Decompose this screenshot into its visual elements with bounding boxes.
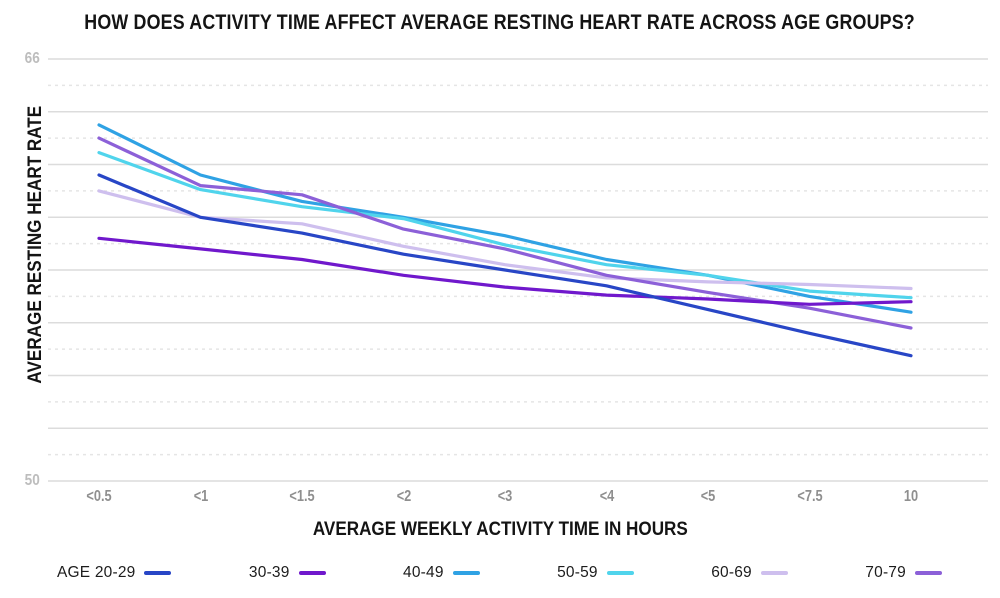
- legend-swatch: [760, 571, 788, 575]
- x-axis-title: AVERAGE WEEKLY ACTIVITY TIME IN HOURS: [312, 519, 688, 540]
- x-tick-4: <4: [599, 488, 614, 505]
- legend-item-age-20-29: AGE 20-29: [57, 564, 172, 582]
- legend-swatch: [144, 571, 172, 575]
- series-line-40-49: [97, 123, 913, 314]
- x-axis-ticks: <0.5 <1 <1.5 <2 <3 <4 <5 <7.5 10: [0, 488, 1000, 510]
- legend-label: 40-49: [403, 564, 444, 581]
- legend-swatch: [298, 571, 326, 575]
- x-tick-3: <3: [497, 488, 513, 505]
- legend-label: 30-39: [248, 564, 290, 581]
- legend-label: 50-59: [557, 564, 598, 581]
- y-axis-max-label: 66: [24, 50, 40, 67]
- legend-label: AGE 20-29: [57, 564, 136, 581]
- legend-item-30-39: 30-39: [249, 564, 326, 582]
- series-line-70-79: [97, 136, 913, 330]
- x-tick-2: <2: [396, 488, 411, 505]
- series-line-50-59: [97, 151, 913, 300]
- legend-label: 70-79: [865, 564, 906, 581]
- x-tick-15: <1.5: [289, 488, 315, 505]
- legend-item-40-49: 40-49: [403, 564, 480, 582]
- chart-title: HOW DOES ACTIVITY TIME AFFECT AVERAGE RE…: [0, 11, 1000, 35]
- series-line-60-69: [97, 189, 913, 291]
- chart-title-text: HOW DOES ACTIVITY TIME AFFECT AVERAGE RE…: [84, 11, 916, 34]
- series-line-age-20-29: [97, 173, 913, 358]
- legend: AGE 20-29 30-39 40-49 50-59 60-69 70-79: [57, 560, 942, 586]
- legend-label: 60-69: [711, 564, 752, 581]
- legend-swatch: [452, 571, 480, 575]
- x-tick-10: 10: [903, 488, 919, 505]
- plot-area: [48, 58, 988, 482]
- legend-swatch: [914, 571, 942, 575]
- x-tick-1: <1: [193, 488, 208, 505]
- x-tick-75: <7.5: [796, 488, 823, 505]
- legend-item-70-79: 70-79: [865, 564, 942, 582]
- y-axis-min-label: 50: [24, 472, 40, 489]
- series-line-30-39: [97, 236, 913, 306]
- x-tick-5: <5: [700, 488, 716, 505]
- x-tick-05: <0.5: [86, 488, 112, 505]
- legend-item-50-59: 50-59: [557, 564, 634, 582]
- legend-item-60-69: 60-69: [711, 564, 788, 582]
- legend-swatch: [606, 571, 634, 575]
